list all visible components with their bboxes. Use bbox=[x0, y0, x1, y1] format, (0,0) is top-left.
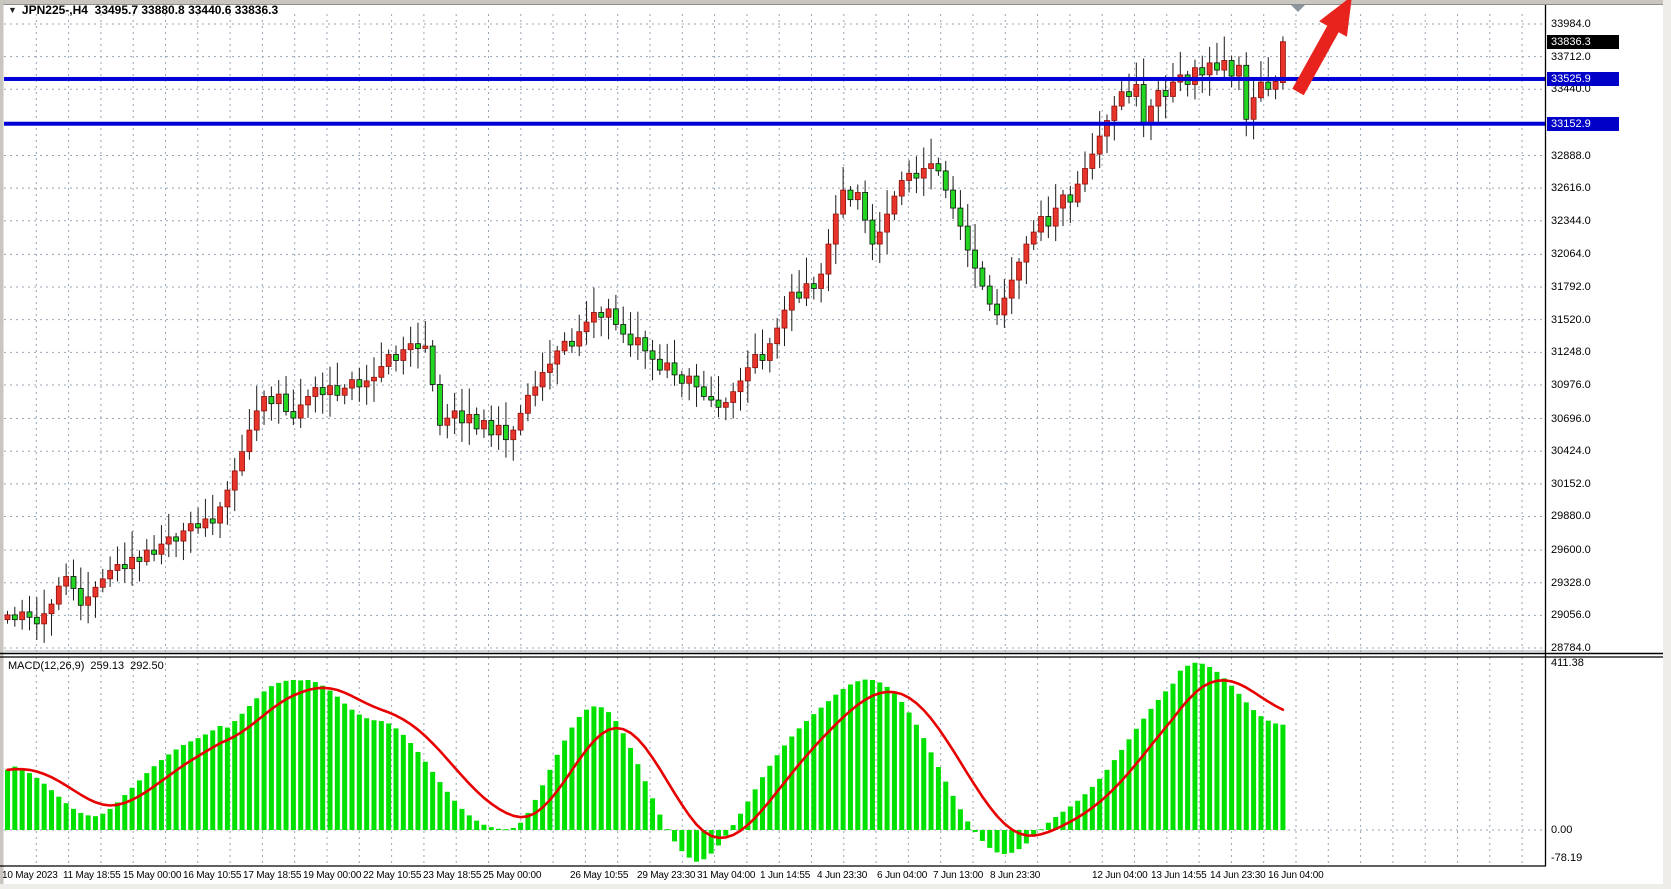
price-axis-tick: 32888.0 bbox=[1551, 149, 1591, 162]
macd-axis-tick: -78.19 bbox=[1551, 852, 1583, 864]
time-axis-label: 10 May 2023 bbox=[2, 870, 58, 881]
chart-title: ▼ JPN225-,H4 33495.7 33880.8 33440.6 3383… bbox=[8, 3, 278, 17]
time-axis-label: 16 May 10:55 bbox=[183, 870, 242, 881]
price-axis-tick: 32616.0 bbox=[1551, 182, 1591, 195]
symbol-period-label: JPN225-,H4 bbox=[21, 3, 88, 17]
time-axis-label: 1 Jun 14:55 bbox=[760, 870, 811, 881]
time-axis-label: 8 Jun 23:30 bbox=[990, 870, 1041, 881]
time-axis-label: 25 May 00:00 bbox=[483, 870, 542, 881]
one-click-trading-toggle-icon[interactable]: ▼ bbox=[8, 5, 17, 15]
current-price-badge: 33836.3 bbox=[1547, 35, 1619, 49]
price-axis-tick: 31792.0 bbox=[1551, 281, 1591, 294]
price-axis-tick: 30976.0 bbox=[1551, 378, 1591, 391]
time-axis-label: 11 May 18:55 bbox=[63, 870, 121, 881]
time-axis-label: 19 May 00:00 bbox=[303, 870, 362, 881]
time-axis-label: 16 Jun 04:00 bbox=[1268, 870, 1324, 881]
macd-axis-tick: 411.38 bbox=[1551, 656, 1584, 669]
trend-arrow-annotation[interactable] bbox=[1292, 0, 1352, 96]
time-axis-label: 22 May 10:55 bbox=[363, 870, 422, 881]
time-axis-label: 6 Jun 04:00 bbox=[877, 870, 928, 881]
time-axis-label: 31 May 04:00 bbox=[697, 870, 756, 881]
macd-indicator-label: MACD(12,26,9) 259.13 292.50 bbox=[8, 660, 170, 672]
price-axis-tick: 29880.0 bbox=[1551, 510, 1591, 523]
macd-signal-line bbox=[6, 678, 1285, 840]
price-axis-tick: 28784.0 bbox=[1551, 642, 1591, 654]
horizontal-line-object[interactable] bbox=[4, 121, 1545, 126]
macd-signal-value: 292.50 bbox=[130, 660, 164, 672]
time-axis-label: 7 Jun 13:00 bbox=[933, 870, 984, 881]
time-axis-label: 17 May 18:55 bbox=[243, 870, 302, 881]
price-axis-tick: 33984.0 bbox=[1551, 18, 1591, 30]
time-axis-label: 23 May 18:55 bbox=[423, 870, 482, 881]
macd-axis-tick: 0.00 bbox=[1551, 824, 1573, 836]
price-axis-tick: 32344.0 bbox=[1551, 214, 1591, 227]
price-axis-tick: 33440.0 bbox=[1551, 83, 1591, 96]
price-axis-tick: 29600.0 bbox=[1551, 544, 1591, 557]
chart-shift-marker-icon[interactable] bbox=[1291, 5, 1305, 12]
macd-main-value: 259.13 bbox=[90, 660, 125, 672]
time-axis-label: 29 May 23:30 bbox=[637, 870, 696, 881]
hline-price-badge-upper[interactable]: 33525.9 bbox=[1547, 72, 1619, 86]
price-axis-tick: 31248.0 bbox=[1551, 346, 1591, 359]
time-axis-label: 14 Jun 23:30 bbox=[1210, 870, 1266, 881]
price-axis-tick: 29056.0 bbox=[1551, 609, 1591, 622]
time-axis-label: 15 May 00:00 bbox=[123, 870, 182, 881]
price-axis-tick: 30696.0 bbox=[1551, 412, 1591, 425]
horizontal-line-object[interactable] bbox=[4, 76, 1545, 81]
macd-name: MACD(12,26,9) bbox=[8, 660, 85, 672]
ohlc-values: 33495.7 33880.8 33440.6 33836.3 bbox=[94, 3, 279, 17]
price-axis-tick: 30152.0 bbox=[1551, 477, 1591, 490]
price-axis-tick: 31520.0 bbox=[1551, 313, 1591, 326]
time-axis-label: 12 Jun 04:00 bbox=[1092, 870, 1148, 881]
price-axis-tick: 32064.0 bbox=[1551, 248, 1591, 261]
price-axis-tick: 30424.0 bbox=[1551, 445, 1591, 458]
price-axis-tick: 29328.0 bbox=[1551, 576, 1591, 589]
hline-price-badge-lower[interactable]: 33152.9 bbox=[1547, 117, 1619, 131]
price-axis-tick: 33712.0 bbox=[1551, 50, 1591, 63]
time-axis-label: 26 May 10:55 bbox=[570, 870, 629, 881]
time-axis-label: 4 Jun 23:30 bbox=[817, 870, 868, 881]
time-axis-label: 13 Jun 14:55 bbox=[1151, 870, 1207, 881]
